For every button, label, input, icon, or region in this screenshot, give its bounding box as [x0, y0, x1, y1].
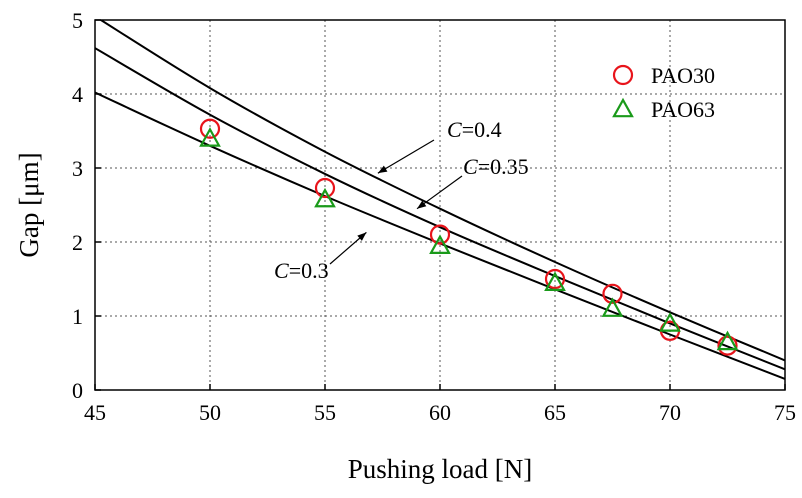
y-tick-label: 0 — [72, 378, 83, 403]
y-tick-label: 5 — [72, 8, 83, 33]
arrowhead — [417, 200, 427, 209]
curve-annotations: C=0.4 C=0.35 C=0.3 — [274, 117, 529, 283]
legend: PAO30 PAO63 — [612, 63, 715, 122]
circle-marker — [602, 283, 623, 304]
triangle-marker — [429, 234, 451, 254]
triangle-marker — [659, 312, 681, 332]
circle-marker — [199, 118, 221, 139]
circle-marker — [314, 177, 336, 199]
arrowhead — [357, 232, 367, 241]
y-tick-label: 4 — [72, 82, 83, 107]
triangle-marker — [199, 127, 221, 147]
data-markers — [199, 118, 739, 356]
x-tick-label: 75 — [774, 400, 796, 425]
triangle-marker — [544, 271, 566, 291]
x-tick-label: 60 — [429, 400, 451, 425]
legend-marker — [612, 64, 634, 86]
triangle-marker — [601, 297, 624, 317]
x-tick-label: 50 — [199, 400, 221, 425]
x-tick-label: 45 — [84, 400, 106, 425]
annotation-arrow — [416, 175, 463, 210]
y-tick-label: 3 — [72, 156, 83, 181]
x-tick-label: 65 — [544, 400, 566, 425]
triangle-marker — [314, 187, 336, 208]
circle-marker — [429, 224, 451, 245]
model-curve — [95, 47, 785, 371]
annotation-arrow — [377, 139, 435, 174]
legend-entry: PAO30 — [651, 63, 715, 88]
arrowhead — [377, 165, 388, 174]
y-axis-label: Gap [μm] — [14, 152, 44, 257]
y-tick-label: 1 — [72, 304, 83, 329]
circle-marker — [717, 335, 738, 356]
x-axis-label: Pushing load [N] — [348, 454, 533, 484]
y-tick-label: 2 — [72, 230, 83, 255]
x-tick-label: 70 — [659, 400, 681, 425]
curve-label: C=0.4 — [447, 117, 502, 142]
triangle-marker — [716, 330, 739, 351]
x-tick-label: 55 — [314, 400, 336, 425]
circle-marker — [544, 268, 566, 290]
curve-label: C=0.35 — [463, 154, 529, 179]
curve-label: C=0.3 — [274, 258, 329, 283]
legend-entry: PAO63 — [651, 97, 715, 122]
legend-marker — [612, 97, 634, 118]
